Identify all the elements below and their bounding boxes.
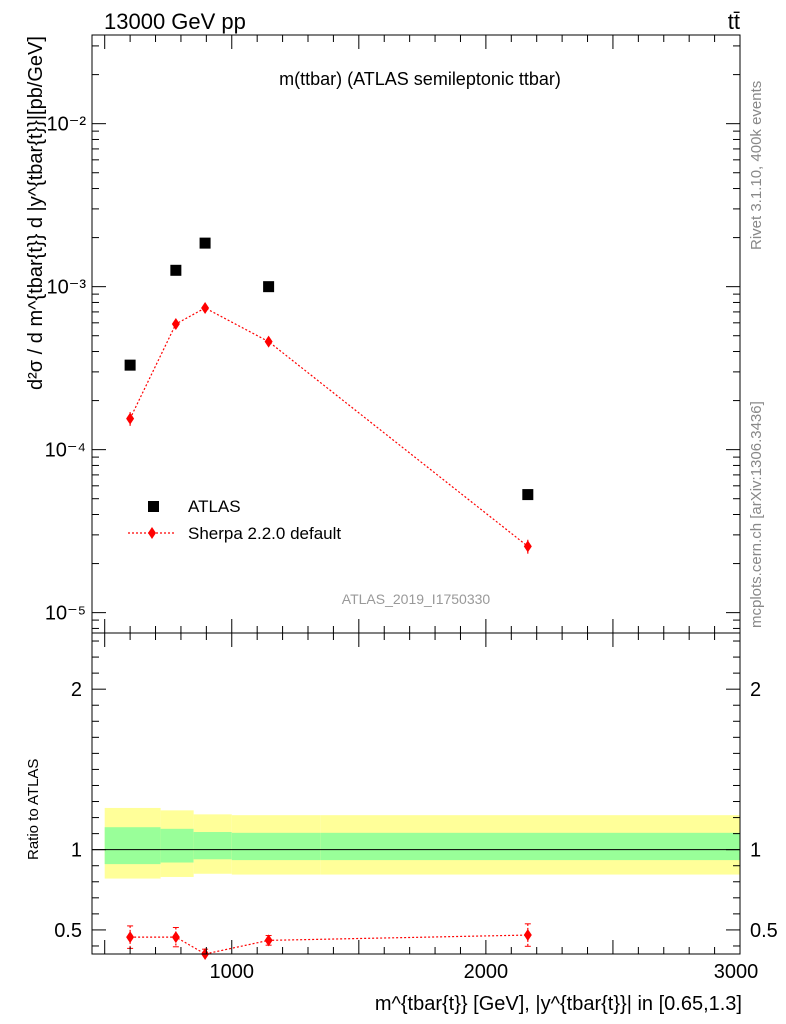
x-tick-label: 1000 <box>210 961 255 983</box>
main-axis-ticks <box>92 35 741 633</box>
x-tick-label: 2000 <box>464 961 509 983</box>
y-tick-label: 10⁻⁴ <box>45 440 86 462</box>
y-tick-label: 10⁻² <box>47 114 87 136</box>
legend-atlas-label: ATLAS <box>188 497 241 516</box>
inner-uncertainty-band <box>160 828 194 863</box>
sherpa-point <box>171 318 180 331</box>
sherpa-point <box>264 335 273 348</box>
ratio-panel: 0.5 0.5 1 1 2 2 1000 2000 3000 Ratio to ATLAS m… <box>25 632 778 1015</box>
inner-uncertainty-band <box>104 827 161 865</box>
inner-uncertainty-band <box>320 832 740 861</box>
main-plot-frame <box>91 34 741 634</box>
atlas-point <box>170 264 182 276</box>
legend: ATLAS Sherpa 2.2.0 default <box>128 497 341 543</box>
atlas-point <box>522 489 534 501</box>
rivet-version-label: Rivet 3.1.10, 400k events <box>748 81 765 250</box>
ratio-y-tick-label-left: 2 <box>71 679 82 701</box>
y-tick-label: 10⁻⁵ <box>45 603 86 625</box>
legend-atlas-marker <box>148 501 159 512</box>
ratio-point <box>171 931 180 944</box>
ratio-uncertainty-bands <box>104 807 740 879</box>
x-axis-label: m^{tbar{t}} [GeV], |y^{tbar{t}}| in [0.6… <box>375 993 742 1015</box>
watermark-label: ATLAS_2019_I1750330 <box>342 591 491 607</box>
x-tick-labels: 1000 2000 3000 <box>210 961 759 983</box>
inner-uncertainty-band <box>231 832 321 861</box>
ratio-y-tick-label-right: 1 <box>750 840 761 862</box>
legend-sherpa-label: Sherpa 2.2.0 default <box>188 524 341 543</box>
ratio-line <box>130 934 528 955</box>
mcplots-label: mcplots.cern.ch [arXiv:1306.3436] <box>748 401 765 628</box>
main-series <box>124 237 534 554</box>
ratio-y-tick-label-right: 0.5 <box>750 920 778 942</box>
main-y-tick-labels: 10⁻⁵ 10⁻⁴ 10⁻³ 10⁻² <box>45 114 87 625</box>
process-label: tt̄ <box>728 9 740 34</box>
main-y-axis-label: d²σ / d m^{tbar{t}} d |y^{tbar{t}}|[pb/G… <box>25 36 47 390</box>
inner-uncertainty-band <box>193 832 232 860</box>
y-tick-label: 10⁻³ <box>47 277 87 299</box>
atlas-point <box>199 237 211 249</box>
ratio-y-tick-label-left: 1 <box>71 840 82 862</box>
ratio-series <box>126 923 532 960</box>
ratio-y-tick-labels: 0.5 0.5 1 1 2 2 <box>54 679 778 942</box>
sherpa-point <box>201 301 210 314</box>
ratio-point <box>126 931 135 944</box>
ratio-y-tick-label-left: 0.5 <box>54 920 82 942</box>
sherpa-line <box>129 307 529 547</box>
ratio-point <box>264 934 273 947</box>
main-panel: 10⁻⁵ 10⁻⁴ 10⁻³ 10⁻² m(ttbar) (ATLAS semilep… <box>25 34 741 634</box>
ratio-plot-frame <box>91 632 741 955</box>
x-tick-label: 3000 <box>714 961 759 983</box>
atlas-point <box>263 281 275 293</box>
sherpa-point <box>523 540 532 553</box>
ratio-point <box>523 929 532 942</box>
ratio-y-axis-label: Ratio to ATLAS <box>25 759 42 860</box>
ratio-axis-ticks <box>92 633 741 954</box>
legend-sherpa-marker <box>148 527 156 539</box>
sherpa-point <box>126 412 135 425</box>
energy-label: 13000 GeV pp <box>104 9 246 34</box>
atlas-point <box>124 359 136 371</box>
ratio-y-tick-label-right: 2 <box>750 679 761 701</box>
main-plot-title: m(ttbar) (ATLAS semileptonic ttbar) <box>279 69 561 89</box>
